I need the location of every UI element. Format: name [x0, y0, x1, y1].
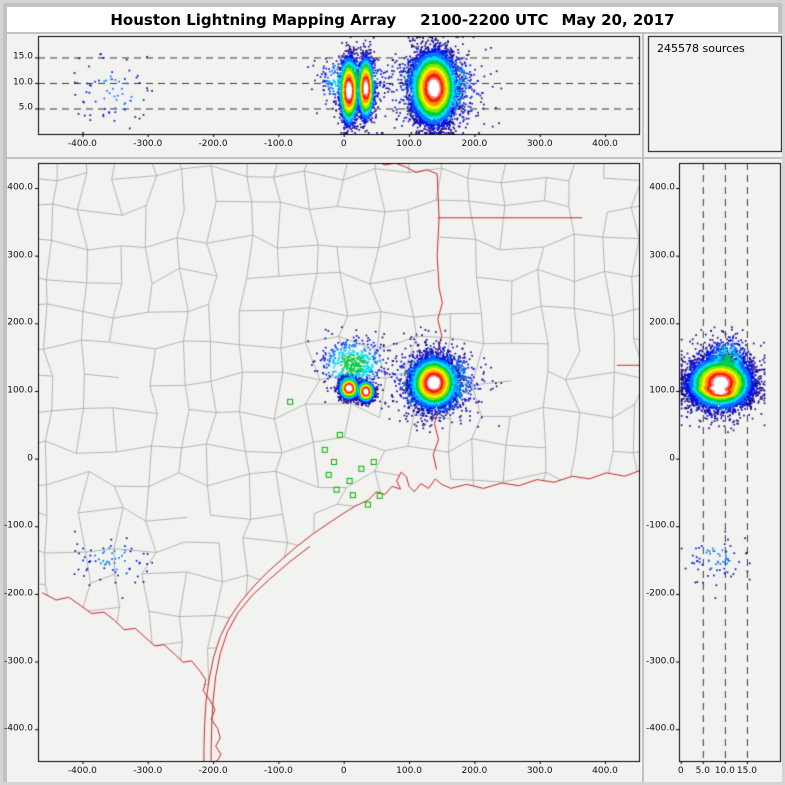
- top-x-tick-label: 100.0: [396, 139, 422, 149]
- plan-y-tick-label: -100.0: [3, 520, 33, 531]
- top-alt-tick-label: 15.0: [12, 51, 33, 62]
- plan-x-tick-label: 200.0: [461, 766, 488, 776]
- plan-x-tick-label: -300.0: [133, 766, 163, 776]
- plan-y-tick-label: -200.0: [3, 588, 33, 599]
- plan-y-tick-label: 100.0: [7, 385, 33, 396]
- plan-x-tick-label: -400.0: [67, 766, 97, 776]
- top-alt-tick-label: 10.0: [12, 77, 33, 88]
- plan-y-tick-label: -400.0: [3, 723, 33, 734]
- top-alt-tick-label: 5.0: [18, 102, 33, 113]
- plan-y-tick-label: 300.0: [7, 250, 33, 261]
- right-y-tick-label: 200.0: [649, 317, 675, 328]
- plan-x-tick-label: -100.0: [263, 766, 293, 776]
- ns-altitude-plot-area[interactable]: [679, 163, 780, 761]
- titlebar: Houston Lightning Mapping Array 2100-220…: [7, 7, 778, 32]
- sources-count-label: 245578 sources: [657, 42, 745, 55]
- right-y-tick-label: -100.0: [645, 520, 675, 531]
- right-y-tick-label: 0: [669, 453, 675, 464]
- plan-x-tick-label: 400.0: [592, 766, 618, 776]
- right-alt-tick-label: 5.0: [695, 766, 710, 776]
- right-y-tick-label: 400.0: [649, 182, 675, 193]
- top-x-tick-label: 300.0: [526, 139, 553, 149]
- plan-x-tick-label: 0: [340, 766, 347, 776]
- right-alt-tick-label: 10.0: [714, 766, 735, 776]
- page-title: Houston Lightning Mapping Array: [110, 10, 397, 29]
- title-time-range: 2100-2200 UTC: [420, 10, 549, 29]
- top-x-tick-label: -400.0: [67, 139, 97, 149]
- plan-y-tick-label: -300.0: [3, 656, 33, 667]
- plan-y-tick-label: 200.0: [7, 317, 33, 328]
- plan-view-plot-area[interactable]: [38, 163, 639, 761]
- right-y-tick-label: -400.0: [645, 723, 675, 734]
- top-x-tick-label: -200.0: [198, 139, 228, 149]
- plan-y-tick-label: 400.0: [7, 182, 33, 193]
- plan-y-tick-label: 0: [27, 453, 33, 464]
- right-y-tick-label: -300.0: [645, 656, 675, 667]
- top-x-tick-label: 400.0: [592, 139, 618, 149]
- top-x-tick-label: 200.0: [461, 139, 488, 149]
- right-alt-tick-label: 0: [677, 766, 684, 776]
- plan-x-tick-label: 100.0: [396, 766, 422, 776]
- lma-plot-canvas: [3, 3, 782, 782]
- top-x-tick-label: -300.0: [133, 139, 163, 149]
- plan-x-tick-label: -200.0: [198, 766, 228, 776]
- title-date: May 20, 2017: [561, 10, 675, 29]
- right-y-tick-label: 300.0: [649, 250, 675, 261]
- ew-altitude-plot-area[interactable]: [38, 36, 639, 134]
- right-alt-tick-label: 15.0: [736, 766, 757, 776]
- right-y-tick-label: 100.0: [649, 385, 675, 396]
- plan-x-tick-label: 300.0: [526, 766, 553, 776]
- right-y-tick-label: -200.0: [645, 588, 675, 599]
- top-x-tick-label: 0: [340, 139, 347, 149]
- top-x-tick-label: -100.0: [263, 139, 293, 149]
